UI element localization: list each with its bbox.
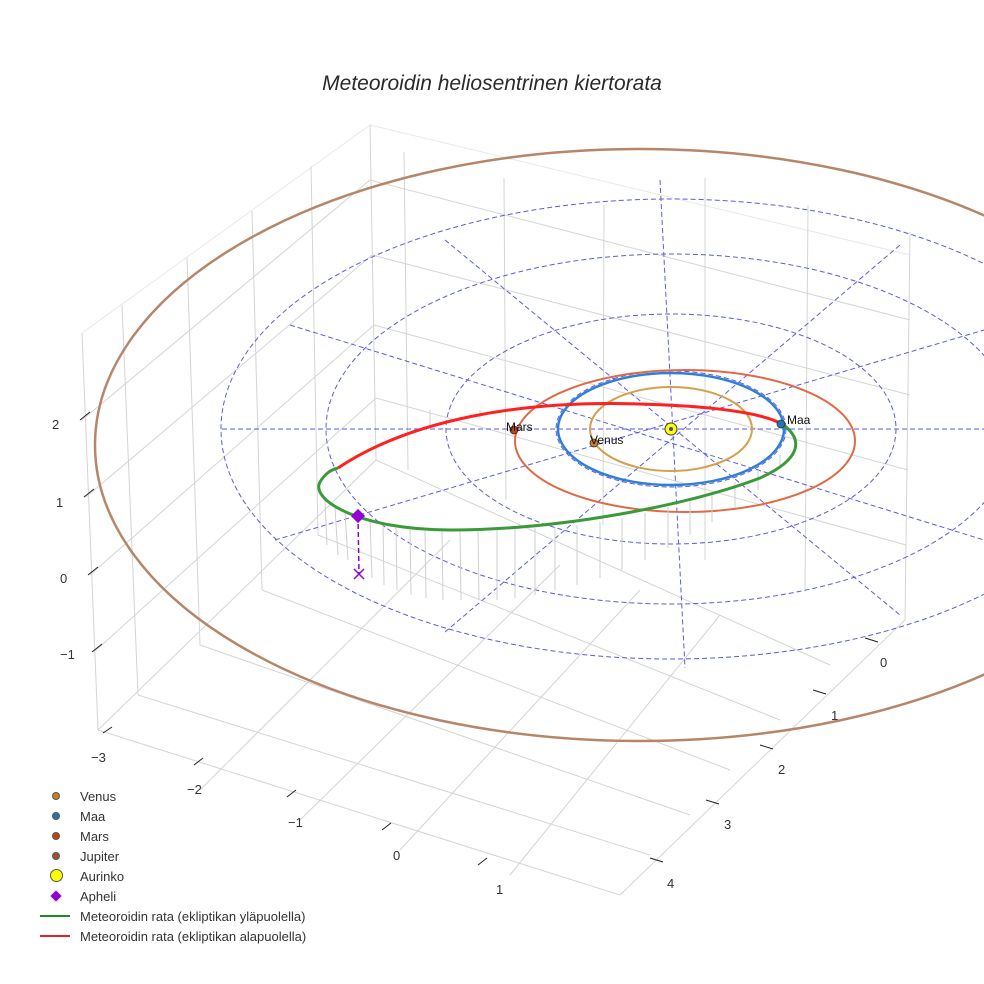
red-line-icon xyxy=(40,935,70,937)
legend-item-mars[interactable]: Mars xyxy=(38,826,306,846)
jupiter-dot-icon xyxy=(52,852,60,860)
y-tick-2: 2 xyxy=(778,762,785,777)
x-tick-neg3: −3 xyxy=(91,750,106,765)
mars-label: Mars xyxy=(506,420,533,434)
venus-orbit xyxy=(589,386,753,472)
ecliptic-polar-grid xyxy=(220,179,984,669)
legend-label: Aurinko xyxy=(80,868,125,884)
venus-marker[interactable] xyxy=(589,438,599,448)
earth-label: Maa xyxy=(787,413,811,427)
legend-item-aurinko[interactable]: Aurinko xyxy=(38,866,306,886)
axis-grid xyxy=(81,124,911,896)
meteoroid-orbit-above[interactable] xyxy=(317,422,798,532)
mars-marker[interactable] xyxy=(509,425,519,435)
green-line-icon xyxy=(40,915,70,917)
legend-item-orbit-below[interactable]: Meteoroidin rata (ekliptikan alapuolella… xyxy=(38,926,306,946)
jupiter-orbit xyxy=(93,147,984,743)
y-axis: 0 1 2 3 4 xyxy=(649,637,887,891)
legend-item-apheli[interactable]: Apheli xyxy=(38,886,306,906)
z-axis: 2 1 0 −1 xyxy=(52,411,103,662)
legend-item-jupiter[interactable]: Jupiter xyxy=(38,846,306,866)
legend-item-orbit-above[interactable]: Meteoroidin rata (ekliptikan yläpuolella… xyxy=(38,906,306,926)
diamond-icon xyxy=(50,890,62,902)
z-tick-1: 1 xyxy=(56,495,63,510)
legend-label: Venus xyxy=(80,788,117,804)
meteoroid-orbit-below[interactable] xyxy=(337,402,783,470)
legend-label: Jupiter xyxy=(80,848,120,864)
legend-item-venus[interactable]: Venus xyxy=(38,786,306,806)
legend: Venus Maa Mars Jupiter Aurinko Apheli Me… xyxy=(38,786,306,946)
legend-label: Meteoroidin rata (ekliptikan yläpuolella… xyxy=(80,908,306,924)
mars-orbit xyxy=(514,369,856,513)
legend-label: Maa xyxy=(80,808,106,824)
y-tick-3: 3 xyxy=(724,817,731,832)
earth-marker[interactable] xyxy=(776,419,786,429)
earth-orbit xyxy=(556,371,786,487)
mars-dot-icon xyxy=(52,832,60,840)
legend-label: Apheli xyxy=(80,888,117,904)
sun-center-icon xyxy=(669,427,673,431)
sun-dot-icon xyxy=(50,869,63,882)
x-tick-neg2: −2 xyxy=(187,782,202,797)
x-tick-neg1: −1 xyxy=(288,815,303,830)
maa-dot-icon xyxy=(52,812,60,820)
z-tick-neg1: −1 xyxy=(60,647,75,662)
x-tick-0: 0 xyxy=(393,848,400,863)
aphelion-marker[interactable] xyxy=(350,508,366,524)
y-tick-0: 0 xyxy=(880,655,887,670)
x-axis: −3 −2 −1 0 1 xyxy=(91,726,503,897)
chart-title: Meteoroidin heliosentrinen kiertorata xyxy=(322,72,662,95)
legend-item-maa[interactable]: Maa xyxy=(38,806,306,826)
aphelion-drop-line xyxy=(357,515,360,574)
y-tick-1: 1 xyxy=(831,708,838,723)
z-tick-2: 2 xyxy=(52,417,59,432)
legend-label: Meteoroidin rata (ekliptikan alapuolella… xyxy=(80,928,307,944)
aphelion-projection-x-icon xyxy=(353,568,365,580)
z-tick-0: 0 xyxy=(60,571,67,586)
y-tick-4: 4 xyxy=(667,876,674,891)
legend-label: Mars xyxy=(80,828,109,844)
venus-label: Venus xyxy=(590,433,623,447)
venus-dot-icon xyxy=(52,792,60,800)
x-tick-1: 1 xyxy=(496,882,503,897)
